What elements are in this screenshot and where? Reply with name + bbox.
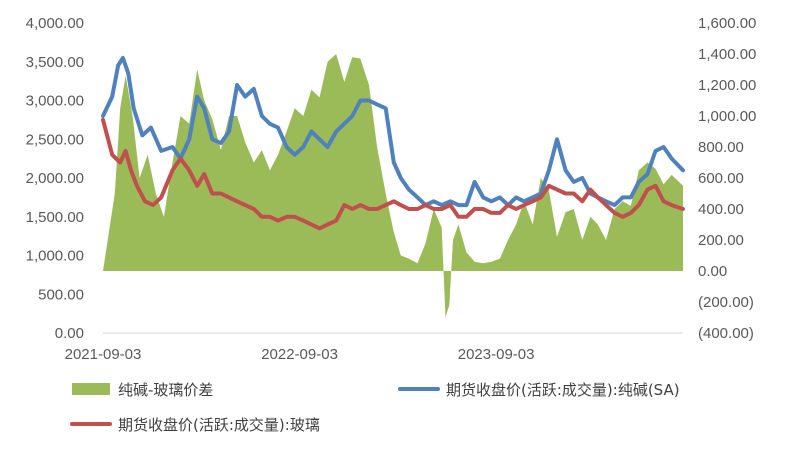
- legend: 纯碱-玻璃价差 期货收盘价(活跃:成交量):纯碱(SA) 期货收盘价(活跃:成交量)…: [70, 381, 680, 434]
- x-tick-label: 2023-09-03: [458, 346, 535, 363]
- y-right-tick-label: 800.00: [698, 139, 744, 156]
- y-right-tick-label: 200.00: [698, 232, 744, 249]
- y-right-tick-label: 1,400.00: [698, 46, 756, 63]
- y-right-tick-label: (400.00): [698, 325, 754, 342]
- y-left-tick-label: 4,000.00: [26, 15, 84, 32]
- series-spread-area: [103, 54, 683, 318]
- x-tick-label: 2022-09-03: [261, 346, 338, 363]
- y-left-tick-label: 500.00: [38, 286, 84, 303]
- y-right-tick-label: 1,600.00: [698, 15, 756, 32]
- y-left-tick-label: 1,000.00: [26, 248, 84, 265]
- series-soda-ash-line: [101, 55, 685, 208]
- price-lines-layer: [101, 55, 685, 231]
- y-right-tick-label: (200.00): [698, 294, 754, 311]
- x-tick-label: 2021-09-03: [65, 346, 142, 363]
- legend-label-soda-ash: 期货收盘价(活跃:成交量):纯碱(SA): [446, 381, 680, 399]
- spread-area-layer: [103, 54, 683, 318]
- y-left-tick-label: 2,000.00: [26, 170, 84, 187]
- axes-layer: 0.00 500.00 1,000.00 1,500.00 2,000.00 2,500.…: [26, 15, 757, 363]
- y-left-tick-label: 0.00: [55, 325, 84, 342]
- legend-swatch-spread: [72, 383, 110, 395]
- series-glass-line: [101, 117, 685, 231]
- y-left-tick-label: 3,000.00: [26, 93, 84, 110]
- y-left-tick-label: 1,500.00: [26, 209, 84, 226]
- y-left-tick-label: 2,500.00: [26, 131, 84, 148]
- y-right-tick-label: 400.00: [698, 201, 744, 218]
- y-right-tick-label: 600.00: [698, 170, 744, 187]
- y-right-tick-label: 1,000.00: [698, 108, 756, 125]
- legend-label-glass: 期货收盘价(活跃:成交量):玻璃: [118, 416, 320, 434]
- y-left-tick-label: 3,500.00: [26, 54, 84, 71]
- legend-label-spread: 纯碱-玻璃价差: [118, 381, 213, 399]
- y-right-tick-label: 1,200.00: [698, 77, 756, 94]
- y-right-tick-label: 0.00: [698, 263, 727, 280]
